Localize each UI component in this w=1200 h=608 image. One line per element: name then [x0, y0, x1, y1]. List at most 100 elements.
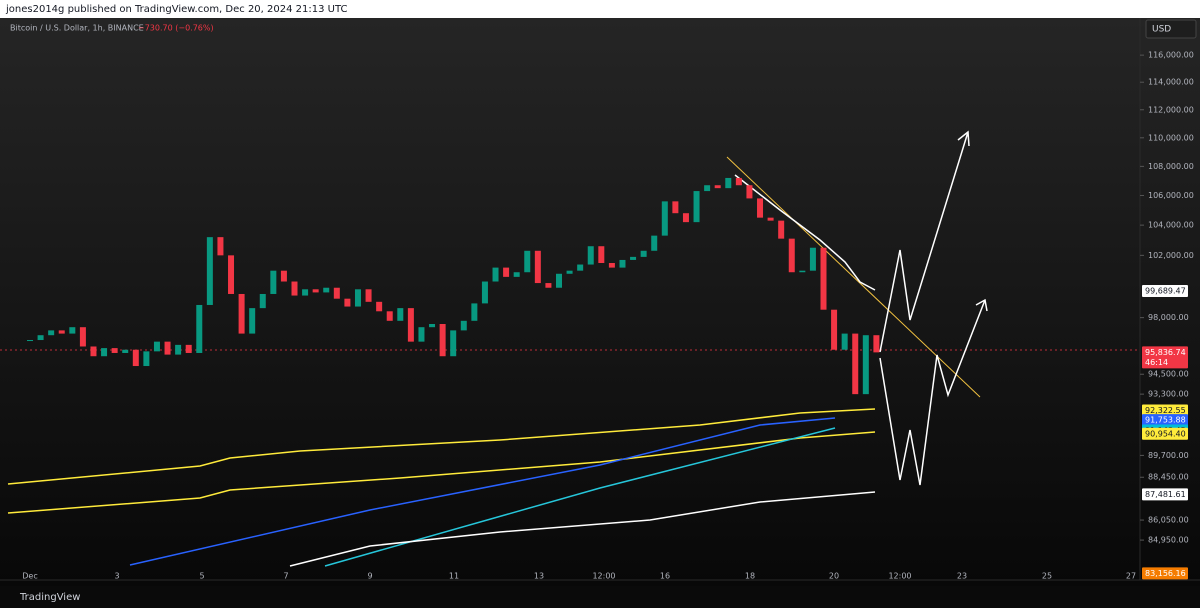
- footer: [0, 586, 1200, 608]
- candle: [534, 250, 541, 284]
- x-tick-label: 25: [1042, 572, 1052, 581]
- candle: [481, 281, 488, 304]
- candle: [397, 308, 404, 321]
- candle: [238, 293, 245, 334]
- x-tick-label: 13: [534, 572, 544, 581]
- x-tick-label: 7: [283, 572, 288, 581]
- candle: [492, 267, 499, 282]
- candle: [185, 344, 192, 353]
- x-tick-label: 5: [199, 572, 204, 581]
- price-tag: [1142, 427, 1188, 440]
- price-tag: [1142, 414, 1188, 427]
- x-tick-label: 12:00: [888, 572, 911, 581]
- candle: [513, 272, 520, 277]
- candle: [693, 191, 700, 223]
- y-tick-label: 93,300.00: [1148, 390, 1189, 399]
- candle: [809, 247, 816, 271]
- y-tick-label: 104,000.00: [1148, 221, 1194, 230]
- candle: [651, 235, 658, 251]
- arrow-head: [957, 130, 970, 147]
- ma-yellow-lower: [7, 431, 876, 514]
- candle: [630, 256, 637, 260]
- ma-cyan: [324, 427, 836, 567]
- symbol-name: Bitcoin / U.S. Dollar, 1h, BINANCE: [10, 24, 144, 33]
- x-tick-label: Dec: [22, 572, 37, 581]
- candle: [566, 270, 573, 274]
- candle: [587, 246, 594, 265]
- candle: [228, 255, 235, 294]
- candle: [333, 287, 340, 299]
- x-tick-label: 12:00: [592, 572, 615, 581]
- x-tick-label: 11: [449, 572, 459, 581]
- candle: [206, 237, 213, 305]
- candle: [418, 327, 425, 342]
- y-tick-label: 89,700.00: [1148, 451, 1189, 460]
- x-tick-label: 3: [114, 572, 119, 581]
- footer-brand: TradingView: [19, 592, 80, 603]
- candle: [873, 335, 880, 353]
- candle: [153, 341, 160, 352]
- candle: [799, 270, 806, 273]
- y-tick-label: 84,950.00: [1148, 536, 1189, 545]
- y-tick-label: 98,000.00: [1148, 313, 1189, 322]
- candle: [37, 335, 44, 341]
- ma-yellow-upper: [7, 408, 876, 485]
- candle: [831, 309, 838, 350]
- x-tick-label: 16: [660, 572, 670, 581]
- price-tag-label: 90,954.40: [1145, 429, 1186, 438]
- candle: [122, 349, 129, 353]
- candle: [312, 289, 319, 293]
- candle: [365, 289, 372, 302]
- candle: [682, 213, 689, 223]
- candle: [746, 185, 753, 199]
- x-tick-label: 27: [1126, 572, 1136, 581]
- price-tag-label: 99,689.47: [1145, 287, 1186, 296]
- candle: [608, 263, 615, 268]
- candle: [302, 289, 309, 296]
- candle: [323, 287, 330, 293]
- ma-white: [289, 491, 876, 567]
- candle: [175, 344, 182, 355]
- y-tick-label: 102,000.00: [1148, 251, 1194, 260]
- y-tick-label: 106,000.00: [1148, 191, 1194, 200]
- currency[interactable]: USD: [1152, 25, 1171, 35]
- candle: [714, 185, 721, 189]
- currency-box[interactable]: [1145, 19, 1197, 39]
- candles: [27, 177, 880, 395]
- candle: [672, 201, 679, 214]
- y-tick-label: 86,050.00: [1148, 516, 1189, 525]
- candle: [143, 351, 150, 367]
- candle: [376, 301, 383, 312]
- candle: [386, 311, 393, 321]
- price-tag-label: 92,322.55: [1145, 406, 1186, 415]
- symbol-change: −730.70 (−0.76%): [138, 24, 214, 33]
- price-tag: [1142, 488, 1188, 501]
- candle: [79, 327, 86, 347]
- candle: [27, 340, 33, 342]
- candle: [291, 281, 298, 296]
- candle: [852, 333, 859, 395]
- price-tag-countdown: 46:14: [1145, 358, 1168, 367]
- candle: [164, 341, 171, 355]
- candle: [111, 348, 118, 353]
- candle: [407, 308, 414, 342]
- candle: [577, 264, 584, 271]
- x-tick-label: 23: [957, 572, 967, 581]
- candle: [439, 323, 446, 357]
- top-bar: [0, 0, 1200, 18]
- y-tick-label: 94,500.00: [1148, 370, 1189, 379]
- indicators: [7, 130, 988, 567]
- candle: [862, 335, 869, 395]
- envelope: [734, 174, 876, 291]
- candle: [217, 237, 224, 256]
- candle: [598, 246, 605, 264]
- y-tick-label: 88,450.00: [1148, 473, 1189, 482]
- candle: [132, 349, 139, 367]
- projection-arrow: [879, 299, 986, 486]
- price-tag-label: 95,836.74: [1145, 348, 1186, 357]
- candle: [249, 308, 256, 334]
- candle: [259, 293, 266, 309]
